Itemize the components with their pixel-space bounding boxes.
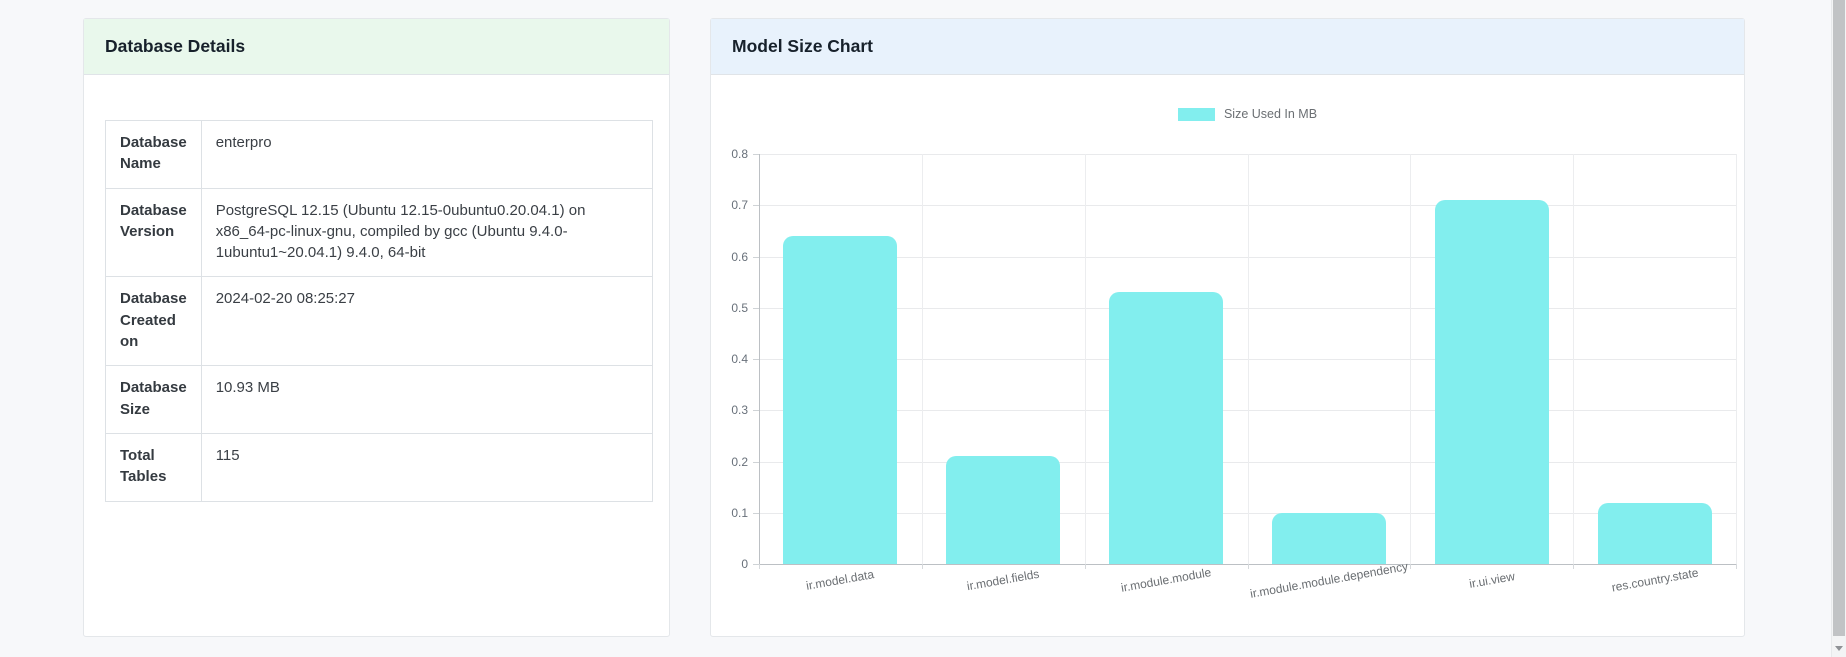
table-row: Database Created on 2024-02-20 08:25:27 [105,276,654,367]
x-gridline [1573,154,1575,564]
y-tick-mark [753,564,759,565]
x-tick-mark [1247,564,1249,569]
y-axis-label: 0.8 [731,147,748,161]
table-row: Database Size 10.93 MB [105,365,654,434]
x-tick-mark [921,564,923,569]
table-row: Database Name enterpro [105,120,654,189]
y-axis-label: 0.1 [731,505,748,520]
x-tick-mark [759,564,760,569]
row-label: Total Tables [105,432,202,502]
legend-label: Size Used In MB [1223,107,1318,121]
database-details-header: Database Details [84,19,669,75]
bar[interactable] [946,456,1061,564]
x-axis-label: ir.model.fields [965,566,1041,594]
y-tick-mark [753,205,759,207]
legend-swatch [1177,107,1215,121]
y-tick-mark [753,512,759,514]
scrollbar-thumb[interactable] [1833,0,1845,636]
row-value: 2024-02-20 08:25:27 [200,276,654,367]
y-tick-mark [753,461,759,463]
x-axis-label: ir.module.module.dependency [1248,559,1409,601]
chart-body: Size Used In MB 0.8 0.7 0.6 0.5 0.4 0.3 0.2 0.1… [711,75,1744,636]
scroll-down-button[interactable] [1832,642,1846,654]
y-tick-mark [753,410,759,412]
y-axis-label: 0.4 [731,352,748,366]
row-value: 115 [200,432,654,502]
bar[interactable] [1109,292,1224,564]
bar[interactable] [783,236,898,564]
y-tick-mark [753,307,759,309]
y-axis-label: 0.3 [731,403,748,418]
x-gridline [1736,154,1737,564]
chart-legend[interactable]: Size Used In MB [759,107,1736,121]
x-axis-label: ir.module.module [1119,565,1213,595]
x-axis-label: res.country.state [1610,565,1700,595]
row-value: 10.93 MB [200,365,654,434]
x-tick-mark [1084,564,1086,569]
database-details-table: Database Name enterpro Database Version Pos… [105,120,654,502]
database-details-card: Database Details Database Name enterpro Da… [83,18,670,637]
bar[interactable] [1434,200,1549,564]
database-details-title: Database Details [105,36,246,56]
row-label: Database Size [105,365,202,434]
model-size-chart-header: Model Size Chart [711,19,1744,75]
plot-area: 0.8 0.7 0.6 0.5 0.4 0.3 0.2 0.1 0 ir.model.data ir… [731,147,1737,601]
db-table-body: Database Name enterpro Database Version Pos… [105,120,654,502]
database-details-body: Database Name enterpro Database Version Pos… [84,75,669,502]
row-label: Database Name [105,120,202,189]
table-row: Total Tables 115 [105,432,654,502]
bar[interactable] [1271,512,1386,564]
y-axis-label: 0 [741,557,748,571]
model-size-chart-card: Model Size Chart Size Used In MB 0.8 0.7 0… [710,18,1745,637]
row-value: PostgreSQL 12.15 (Ubuntu 12.15-0ubuntu0.… [200,187,654,278]
y-tick-mark [753,154,759,155]
y-tick-mark [753,359,759,360]
y-axis-label: 0.6 [731,249,748,264]
x-axis-label: ir.ui.view [1467,569,1516,591]
table-row: Database Version PostgreSQL 12.15 (Ubuntu… [105,187,654,278]
y-axis-label: 0.5 [731,300,748,315]
x-tick-mark [1573,564,1575,569]
row-label: Database Created on [105,276,202,367]
y-axis-label: 0.2 [731,454,748,469]
row-value: enterpro [200,120,654,189]
x-gridline [921,154,923,564]
y-axis-label: 0.7 [731,198,748,213]
x-tick-mark [1410,564,1412,569]
bar[interactable] [1597,502,1712,564]
y-axis-line [759,154,760,564]
x-gridline [1410,154,1412,564]
chevron-down-icon [1835,645,1843,651]
model-size-chart-title: Model Size Chart [732,36,873,56]
vertical-scrollbar[interactable] [1831,0,1846,657]
x-tick-mark [1736,564,1737,569]
x-gridline [1084,154,1086,564]
row-label: Database Version [105,187,202,278]
x-axis-label: ir.model.data [805,567,876,593]
y-tick-mark [753,256,759,258]
x-gridline [1247,154,1249,564]
